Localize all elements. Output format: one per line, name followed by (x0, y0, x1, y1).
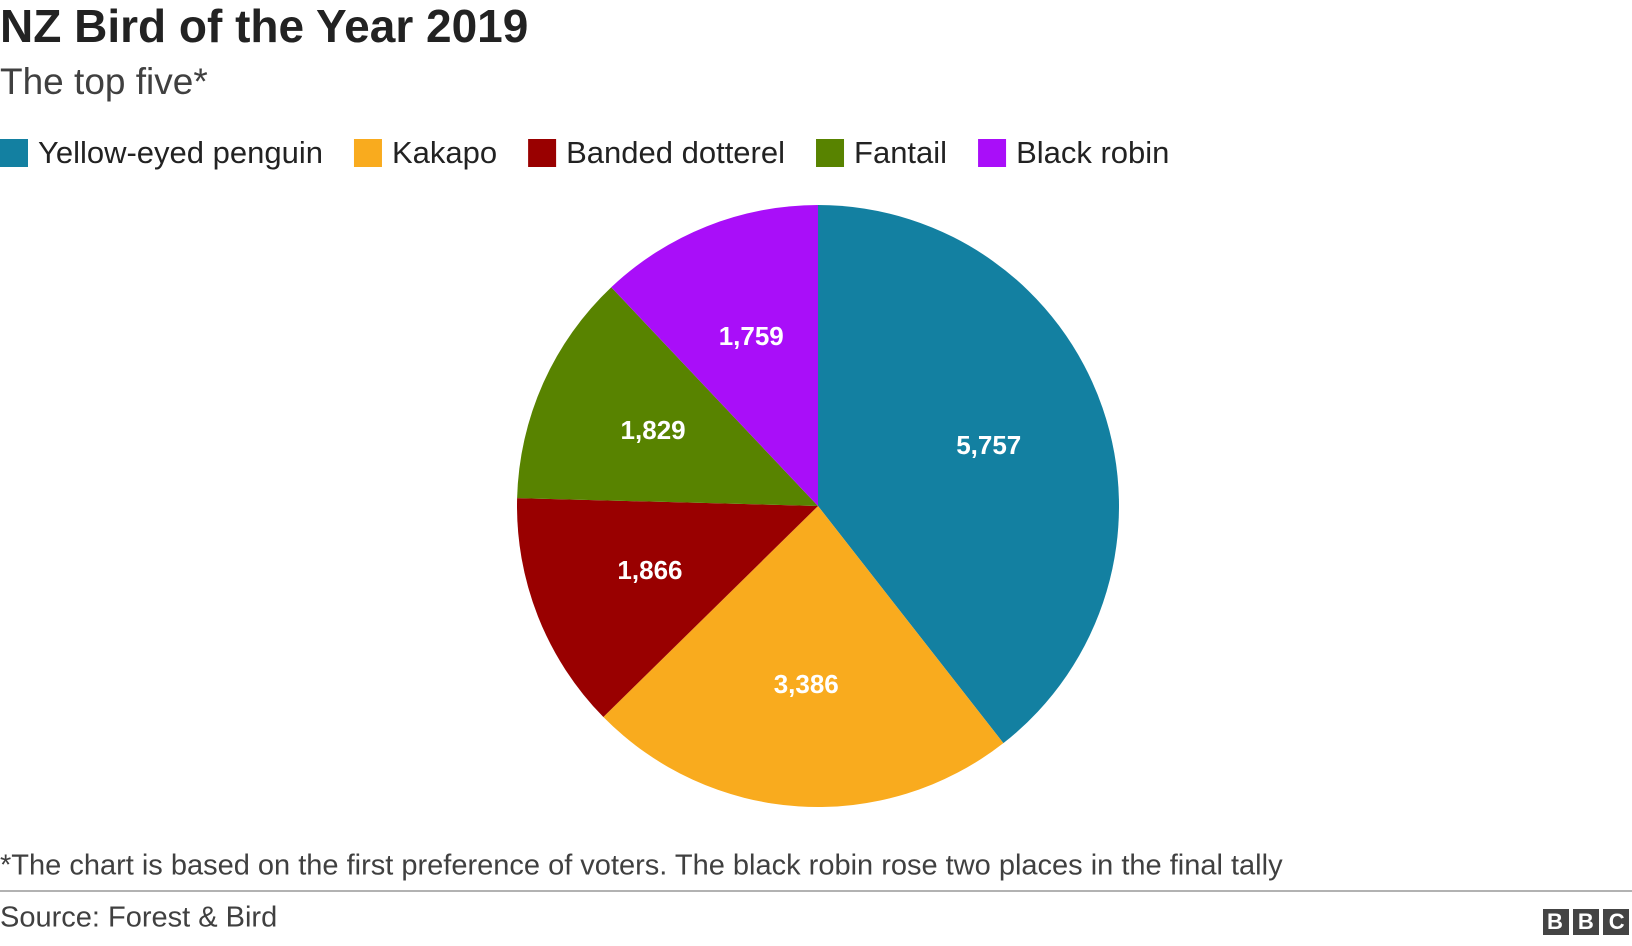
source: Source: Forest & Bird (0, 902, 277, 934)
value-label: 5,757 (956, 430, 1021, 460)
value-label: 1,866 (617, 555, 682, 585)
legend-swatch (0, 139, 28, 167)
pie-slice (517, 498, 818, 718)
legend-label: Kakapo (392, 135, 497, 170)
bbc-logo: BBC (1543, 909, 1632, 935)
value-label: 1,829 (621, 415, 686, 445)
pie-slice (818, 205, 1119, 744)
pie-slice (611, 205, 818, 506)
legend-label: Black robin (1016, 135, 1169, 170)
legend-swatch (816, 139, 845, 167)
logo-box (1543, 909, 1569, 935)
legend-swatch (353, 139, 382, 167)
legend: Yellow-eyed penguin Kakapo Banded dotterel… (0, 135, 1169, 170)
logo-box (1573, 909, 1599, 935)
legend-label: Banded dotterel (566, 135, 785, 170)
logo-box (1603, 909, 1629, 935)
value-label: 1,759 (719, 321, 784, 351)
legend-label: Yellow-eyed penguin (38, 135, 323, 170)
legend-swatch (978, 139, 1007, 167)
chart-subtitle: The top five* (0, 61, 208, 102)
legend-swatch (528, 139, 557, 167)
legend-label: Fantail (854, 135, 947, 170)
logo-text: BBC (1547, 909, 1632, 934)
chart-title: NZ Bird of the Year 2019 (0, 0, 528, 52)
pie-slice (603, 506, 1004, 807)
pie-slice (517, 287, 818, 506)
footnote: *The chart is based on the first prefere… (0, 850, 1283, 882)
value-label: 3,386 (774, 669, 839, 699)
pie: 5,757 3,386 1,866 1,829 1,759 (517, 205, 1119, 807)
